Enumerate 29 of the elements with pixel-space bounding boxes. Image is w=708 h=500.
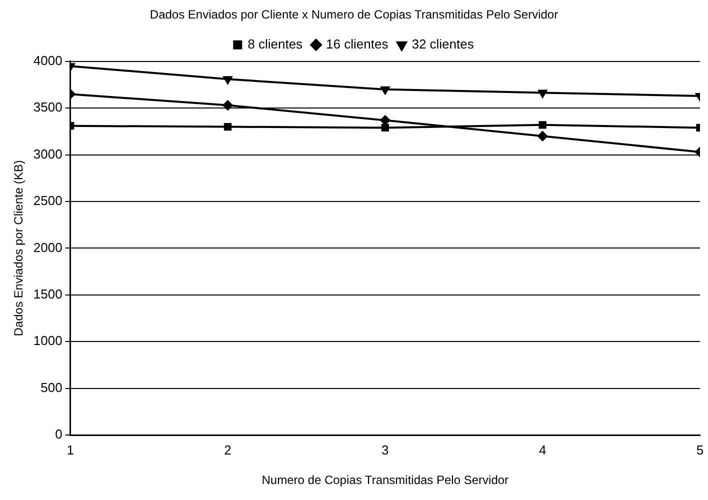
x-tick-label: 1 [66,442,74,458]
y-tick-label: 500 [40,380,62,395]
legend-label: 16 clientes [326,36,389,52]
legend-label: 32 clientes [412,36,474,52]
point [223,76,232,84]
y-tick-label: 3000 [33,146,62,162]
point [222,100,233,110]
x-tick-label: 3 [382,442,389,458]
point [538,131,548,142]
chart-title: Dados Enviados por Cliente x Numero de Copias Transmitidas Pelo Servidor [150,8,558,22]
point [380,115,390,126]
y-tick-label: 3500 [33,100,62,115]
x-tick-label: 4 [538,442,546,458]
y-tick-label: 2500 [33,193,62,208]
y-tick-label: 2000 [33,240,62,255]
y-tick-label: 1500 [33,286,62,302]
x-tick-label: 5 [696,442,704,458]
y-axis-title: Dados Enviados por Cliente (KB) [12,160,26,336]
point [538,121,546,129]
point [380,86,390,94]
point [381,124,389,132]
legend-label: 8 clientes [248,36,304,52]
point [538,90,548,98]
y-tick-label: 1000 [33,333,62,348]
y-tick-label: 4000 [33,52,62,68]
x-tick-label: 2 [224,442,232,458]
point [224,122,232,131]
y-tick-label: 0 [55,426,62,442]
x-axis-title: Numero de Copias Transmitidas Pelo Servidor [262,473,509,488]
